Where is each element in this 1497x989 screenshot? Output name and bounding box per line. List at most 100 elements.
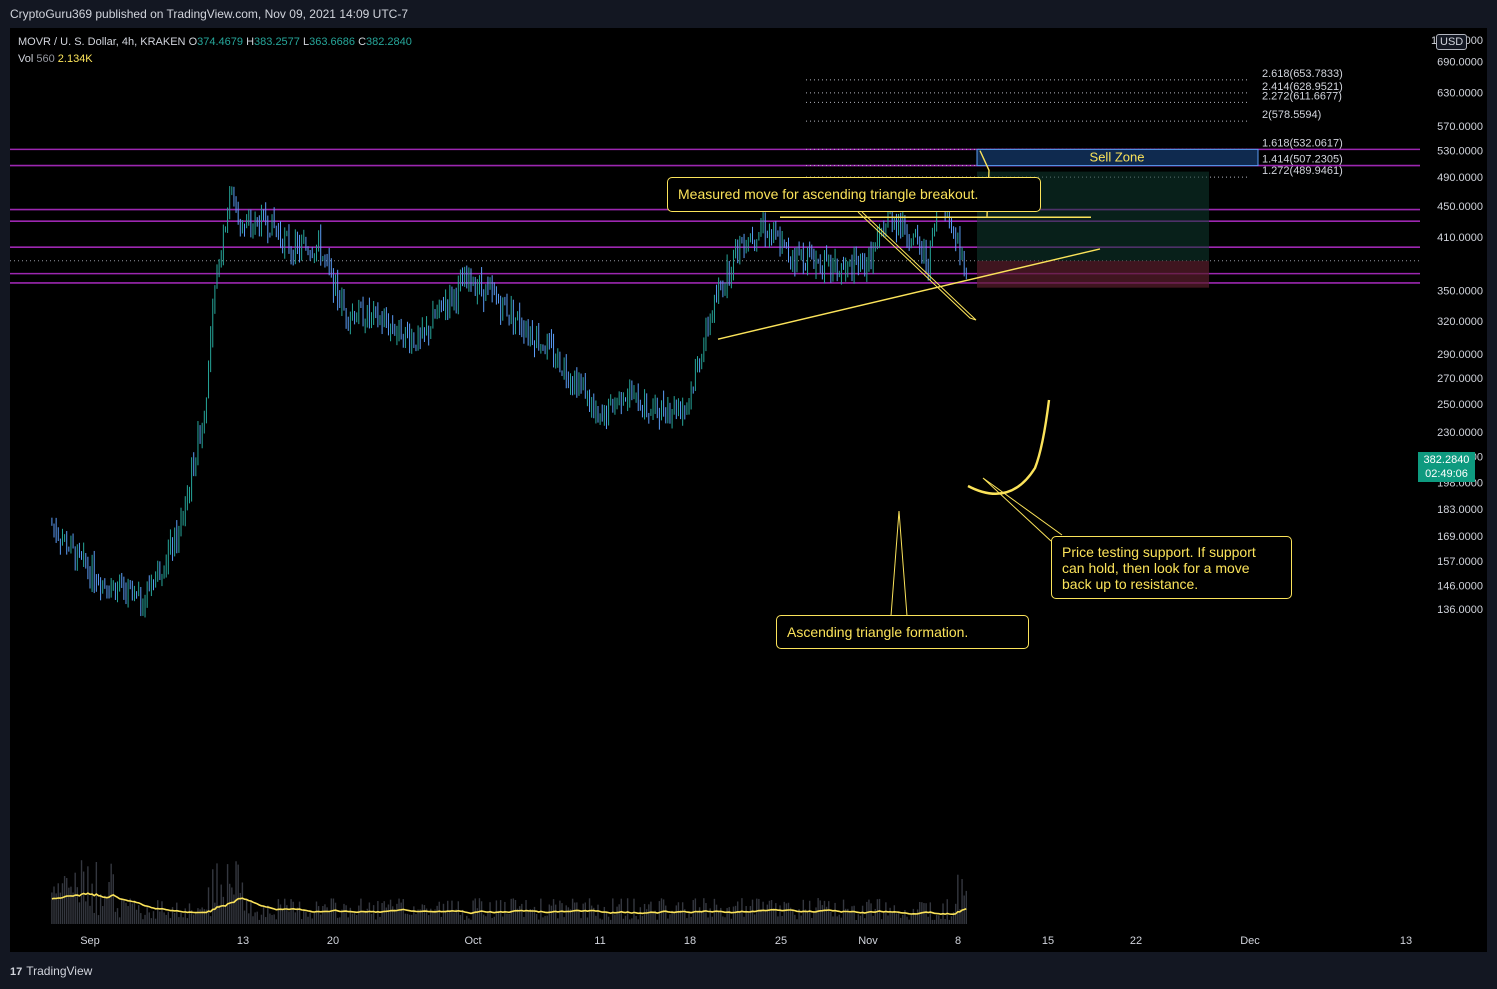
volume-bar — [622, 918, 625, 924]
volume-label[interactable]: Vol — [18, 53, 34, 65]
volume-bar — [497, 910, 500, 924]
volume-bar — [353, 911, 356, 924]
volume-bar — [838, 914, 840, 924]
measured-move-note[interactable]: Measured move for ascending triangle bre… — [667, 177, 1041, 212]
volume-bar — [70, 886, 72, 924]
volume-bar — [688, 912, 690, 924]
volume-bar — [432, 910, 434, 924]
volume-bar — [618, 904, 620, 924]
time-axis-label: 22 — [1130, 935, 1142, 947]
volume-bar — [753, 914, 756, 924]
volume-bar — [408, 914, 411, 924]
volume-bar — [965, 890, 967, 924]
fib-level-label: 2.618(653.7833) — [1262, 68, 1343, 80]
volume-bar — [783, 901, 785, 924]
volume-bar — [440, 916, 443, 924]
volume-bar — [72, 892, 74, 924]
volume-bar — [830, 911, 832, 924]
volume-bar — [368, 902, 371, 924]
volume-bar — [324, 904, 326, 924]
volume-bar — [455, 909, 457, 924]
volume-bar — [110, 863, 112, 924]
support-note[interactable]: Price testing support. If support can ho… — [1051, 536, 1292, 599]
volume-bar — [701, 912, 703, 924]
volume-bar — [707, 917, 709, 924]
volume-bar — [159, 911, 161, 924]
volume-bar — [811, 918, 813, 924]
volume-bar — [527, 911, 529, 924]
low-label: L — [302, 36, 310, 48]
volume-bar — [205, 909, 208, 924]
volume-bar — [85, 901, 87, 924]
volume-bar — [677, 902, 680, 924]
volume-bar — [404, 913, 407, 924]
volume-bar — [775, 903, 777, 924]
volume-bar — [375, 919, 377, 924]
volume-bar — [182, 917, 184, 924]
volume-bar — [254, 912, 256, 924]
volume-bar — [480, 901, 483, 924]
volume-bar — [880, 919, 883, 924]
volume-bar — [292, 901, 294, 924]
volume-bar — [461, 909, 464, 924]
volume-bar — [720, 907, 722, 924]
volume-bar — [148, 912, 150, 924]
volume-bar — [798, 909, 800, 924]
volume-bar — [760, 909, 762, 924]
close-label: C — [358, 36, 367, 48]
chart-pane[interactable]: 4.618(897.2265)4.236(850.7289)3.618(775.… — [10, 28, 1420, 952]
volume-bar — [624, 915, 627, 924]
publisher-header: CryptoGuru369 published on TradingView.c… — [0, 0, 1497, 28]
price-axis-label: 157.0000 — [1437, 556, 1483, 568]
volume-bar — [806, 912, 809, 924]
volume-bar — [451, 900, 453, 924]
price-axis-label: 230.0000 — [1437, 427, 1483, 439]
price-axis-label: 290.0000 — [1437, 349, 1483, 361]
volume-bar — [523, 917, 525, 924]
volume-bar — [849, 913, 851, 924]
volume-bar — [762, 901, 764, 924]
triangle-note[interactable]: Ascending triangle formation. — [776, 615, 1029, 649]
volume-bar — [899, 917, 902, 924]
volume-bar — [123, 900, 125, 924]
volume-bar — [940, 918, 942, 924]
volume-bar — [167, 911, 170, 924]
volume-bar — [840, 917, 843, 924]
volume-bar — [737, 901, 739, 924]
volume-bar — [631, 918, 633, 924]
price-axis[interactable]: 1000.0000690.0000630.0000570.0000530.000… — [1420, 28, 1487, 952]
currency-badge[interactable]: USD — [1436, 34, 1468, 50]
volume-bar — [544, 915, 546, 924]
price-chart[interactable]: 4.618(897.2265)4.236(850.7289)3.618(775.… — [10, 28, 1420, 952]
volume-bar — [190, 910, 193, 924]
volume-bar — [813, 911, 815, 924]
last-price-tag: 382.2840 02:49:06 — [1418, 452, 1475, 482]
open-value: 374.4679 — [197, 36, 244, 48]
tradingview-logo[interactable]: 17 TradingView — [10, 964, 92, 978]
volume-bar — [216, 863, 218, 924]
symbol-name[interactable]: MOVR / U. S. Dollar, 4h, KRAKEN — [18, 36, 186, 48]
volume-bar — [347, 917, 349, 924]
volume-bar — [59, 892, 62, 924]
volume-bar — [542, 917, 544, 924]
volume-bar — [260, 914, 263, 924]
time-axis-label: 15 — [1042, 935, 1054, 947]
volume-bar — [574, 902, 576, 924]
volume-bar — [832, 916, 834, 924]
volume-bar — [578, 909, 580, 924]
volume-bar — [614, 914, 616, 924]
volume-bar — [518, 906, 521, 924]
volume-bar — [309, 912, 311, 924]
volume-bar — [794, 914, 796, 924]
volume-bar — [887, 915, 889, 924]
volume-bar — [785, 903, 788, 924]
volume-bar — [910, 914, 912, 924]
volume-bar — [925, 903, 927, 924]
volume-bar — [607, 916, 610, 924]
price-axis-label: 630.0000 — [1437, 87, 1483, 99]
volume-bar — [300, 919, 303, 924]
volume-bar — [449, 909, 451, 924]
volume-bar — [684, 909, 686, 924]
volume-bar — [298, 901, 301, 924]
volume-bar — [563, 917, 565, 924]
